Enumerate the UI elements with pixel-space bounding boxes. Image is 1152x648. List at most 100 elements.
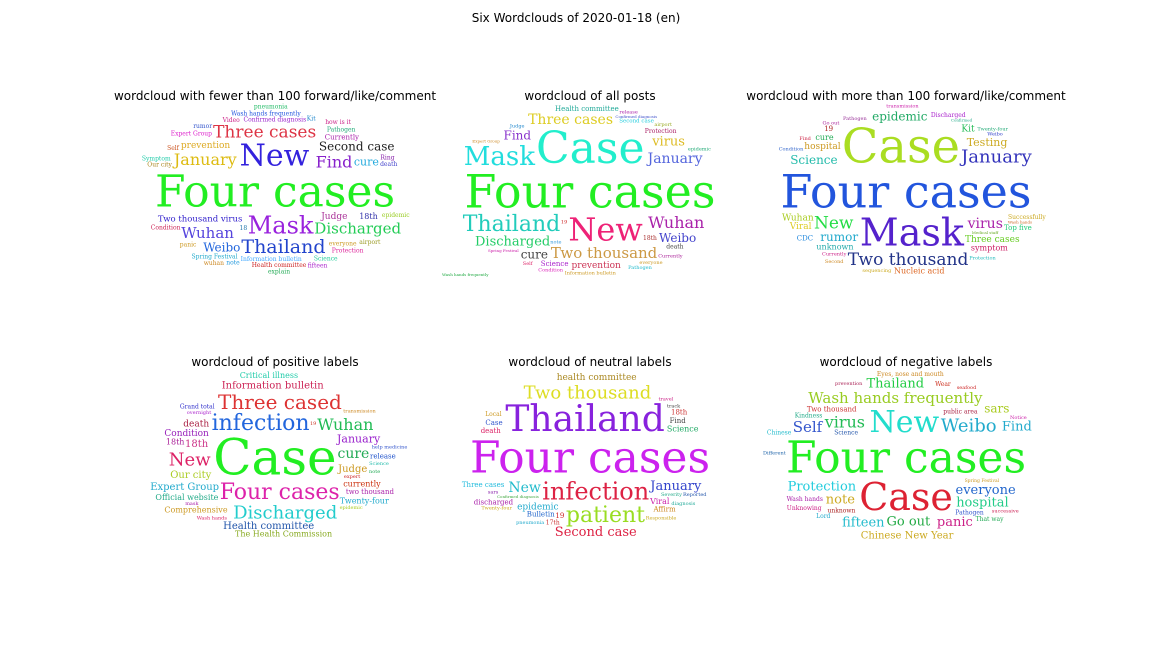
word-mask: Mask <box>248 211 314 239</box>
word-discharged: Discharged <box>475 234 550 249</box>
word-january: January <box>172 150 237 169</box>
word-two-thousand: Two thousand <box>551 244 658 262</box>
word-case: Case <box>536 123 645 174</box>
word-18th: 18th <box>166 437 185 446</box>
word-pneumonia: pneumonia <box>254 103 288 110</box>
word-18th: 18th <box>185 439 209 450</box>
word-currently: Currently <box>325 134 359 142</box>
word-science: Science <box>790 153 837 167</box>
word-self: Self <box>167 145 180 152</box>
word-nucleic-acid: Nucleic acid <box>894 267 944 276</box>
word-symptom: symptom <box>971 244 1008 253</box>
word-19: 19 <box>561 220 567 226</box>
word-infection: infection <box>212 411 310 436</box>
word-bulletin: Bulletin <box>527 510 555 518</box>
word-health-committee: health committee <box>557 373 637 383</box>
word-hospital: hospital <box>804 142 840 152</box>
word-wuhan: Wuhan <box>782 214 814 224</box>
word-spring-festival: Spring Festival <box>192 254 238 261</box>
word-health-committee: Health committee <box>555 105 619 113</box>
word-kit: Kit <box>307 116 316 123</box>
word-go-out: Go out <box>823 120 840 126</box>
word-confirmed-diagnosis: Confirmed diagnosis <box>497 494 539 499</box>
word-comprehensive: Comprehensive <box>164 506 227 515</box>
panel-title: wordcloud with more than 100 forward/lik… <box>746 89 1066 103</box>
word-wash-hands-frequently: Wash hands frequently <box>808 389 983 407</box>
word-wear: Wear <box>935 381 951 388</box>
word-protection: Protection <box>645 128 677 135</box>
word-epidemic: epidemic <box>382 212 410 219</box>
word-mask: Mask <box>464 142 535 172</box>
word-wash-hands-frequently: Wash hands frequently <box>442 272 489 277</box>
word-case: Case <box>485 419 502 427</box>
word-spring-festival: Spring Festival <box>488 248 519 253</box>
word-four-cases: Four cases <box>220 480 340 505</box>
word-thailand: Thailand <box>505 399 664 440</box>
word-kit: Kit <box>961 124 975 134</box>
word-science: Science <box>314 256 338 263</box>
word-two-thousand: Two thousand <box>848 250 969 270</box>
word-note: note <box>369 469 380 475</box>
word-find: Find <box>799 136 811 142</box>
word-discharged: Discharged <box>233 502 337 523</box>
word-affirm: Affirm <box>653 506 676 514</box>
word-seafood: seafood <box>957 385 977 391</box>
word-discharged: discharged <box>474 498 514 506</box>
word-overnight: overnight <box>187 410 211 416</box>
word-death: death <box>666 244 683 251</box>
word-ring: Ring <box>380 155 394 162</box>
word-case: Case <box>859 475 953 519</box>
word-protection: Protection <box>332 248 364 255</box>
word-help-medicine: help medicine <box>372 444 408 450</box>
panel-title: wordcloud of all posts <box>524 89 656 103</box>
panel-title: wordcloud of positive labels <box>191 355 359 369</box>
word-two-thousand-virus: Two thousand virus <box>158 214 242 224</box>
word-18th: 18th <box>359 212 378 221</box>
word-chinese-new-year: Chinese New Year <box>861 531 954 542</box>
word-prevention: prevention <box>181 141 231 151</box>
word-everyone: everyone <box>956 483 1016 498</box>
word-viral: Viral <box>789 222 812 232</box>
word-four-cases: Four cases <box>465 164 716 218</box>
word-judge: Judge <box>337 464 367 475</box>
word-currently: Currently <box>822 252 847 258</box>
panel-title: wordcloud of negative labels <box>819 355 993 369</box>
word-transmission: transmission <box>886 103 919 109</box>
word-new: New <box>568 210 642 248</box>
word-our-city: Our city <box>170 470 211 481</box>
word-17th: 17th <box>546 519 560 526</box>
word-19: 19 <box>824 125 833 133</box>
word-viral: Viral <box>649 497 670 506</box>
figure-title: Six Wordclouds of 2020-01-18 (en) <box>471 11 681 25</box>
word-that-way: That way <box>976 516 1004 523</box>
word-january: January <box>648 479 702 494</box>
word-weibo: Weibo <box>987 131 1003 137</box>
word-symptom: Symptom <box>142 156 171 163</box>
word-how-is-it: how is it <box>325 119 351 126</box>
word-responsible: Responsible <box>646 515 677 521</box>
wordcloud-panel-neutral: wordcloud of neutral labels Four cases Th… <box>440 355 740 569</box>
word-epidemic: epidemic <box>872 109 928 123</box>
word-second-case: Second case <box>319 140 395 154</box>
panel-title: wordcloud with fewer than 100 forward/li… <box>113 89 437 103</box>
word-successfully: Successfully <box>1008 214 1046 221</box>
word-wuhan: wuhan <box>204 260 224 267</box>
word-wash-hands: Wash hands <box>197 516 228 522</box>
word-two-thousand: two thousand <box>346 488 395 496</box>
word-airport: airport <box>359 239 381 246</box>
word-twenty-four: Twenty-four <box>977 126 1008 132</box>
word-science: Science <box>369 461 389 467</box>
word-self: Self <box>793 418 824 436</box>
word-note: note <box>550 240 561 246</box>
word-twenty-four: Twenty-four <box>340 496 389 505</box>
word-airport: airport <box>654 122 672 128</box>
word-18: 18 <box>240 225 248 232</box>
word-go-out: Go out <box>887 514 932 529</box>
word-medical-staff: Medical staff <box>972 230 1000 235</box>
word-weibo: Weibo <box>659 231 696 245</box>
word-everyone: everyone <box>639 260 662 266</box>
word-second-case: Second case <box>555 525 637 540</box>
word-19: 19 <box>310 421 316 427</box>
word-new: New <box>240 139 310 174</box>
